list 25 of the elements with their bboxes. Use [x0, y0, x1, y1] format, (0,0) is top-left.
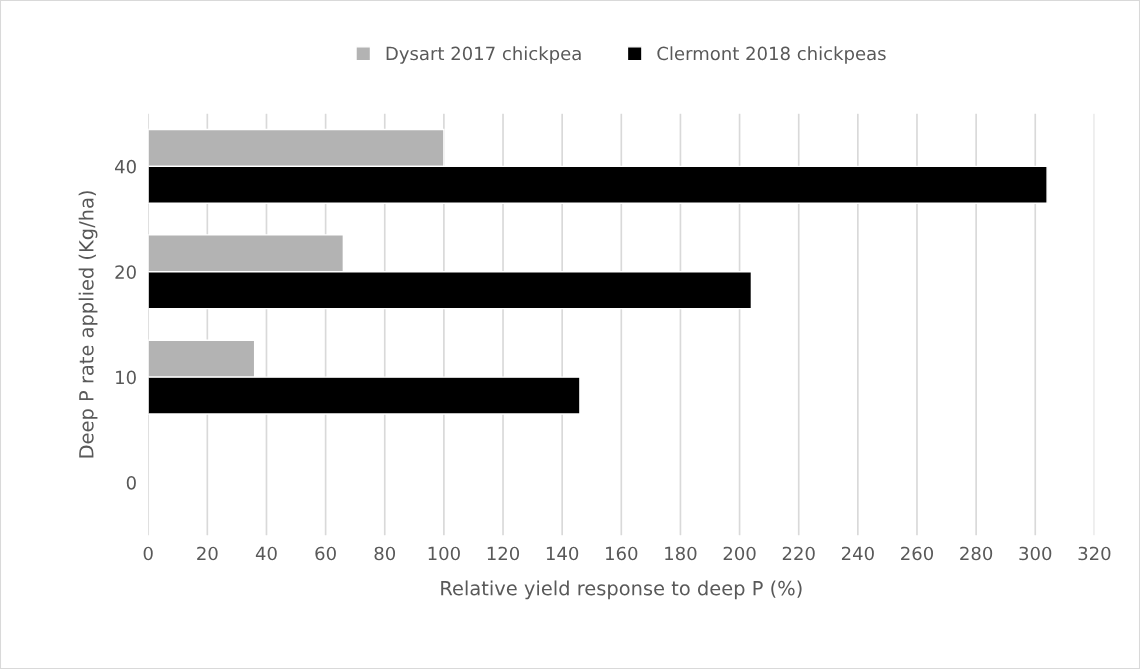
x-tick-label: 180: [665, 546, 697, 561]
y-tick-label: 10: [116, 370, 136, 385]
x-tick-label: 140: [546, 546, 579, 561]
x-tick-label: 280: [960, 546, 993, 561]
x-tick-label: 0: [143, 546, 153, 561]
x-tick-label: 120: [487, 546, 520, 561]
x-tick-label: 40: [255, 546, 277, 561]
y-tick-label: 20: [115, 265, 136, 279]
y-tick-label: 40: [115, 159, 136, 174]
x-tick-label: 80: [374, 546, 396, 561]
y-axis-title: Deep P rate applied (Kg/ha): [78, 191, 98, 458]
x-tick-label: 60: [315, 546, 336, 561]
legend-label: Clermont 2018 chickpeas: [657, 46, 886, 64]
legend-label: Dysart 2017 chickpea: [386, 46, 581, 64]
x-tick-label: 220: [782, 546, 815, 561]
x-axis-title: Relative yield response to deep P (%): [441, 580, 802, 600]
x-tick-label: 20: [197, 546, 218, 561]
x-tick-label: 260: [901, 546, 934, 561]
x-tick-label: 200: [723, 546, 756, 561]
x-tick-label: 320: [1078, 546, 1111, 561]
x-tick-label: 300: [1019, 546, 1052, 561]
x-tick-label: 160: [606, 546, 638, 561]
y-tick-label: 0: [126, 475, 136, 490]
x-tick-label: 100: [428, 546, 460, 561]
x-tick-label: 240: [841, 546, 874, 561]
